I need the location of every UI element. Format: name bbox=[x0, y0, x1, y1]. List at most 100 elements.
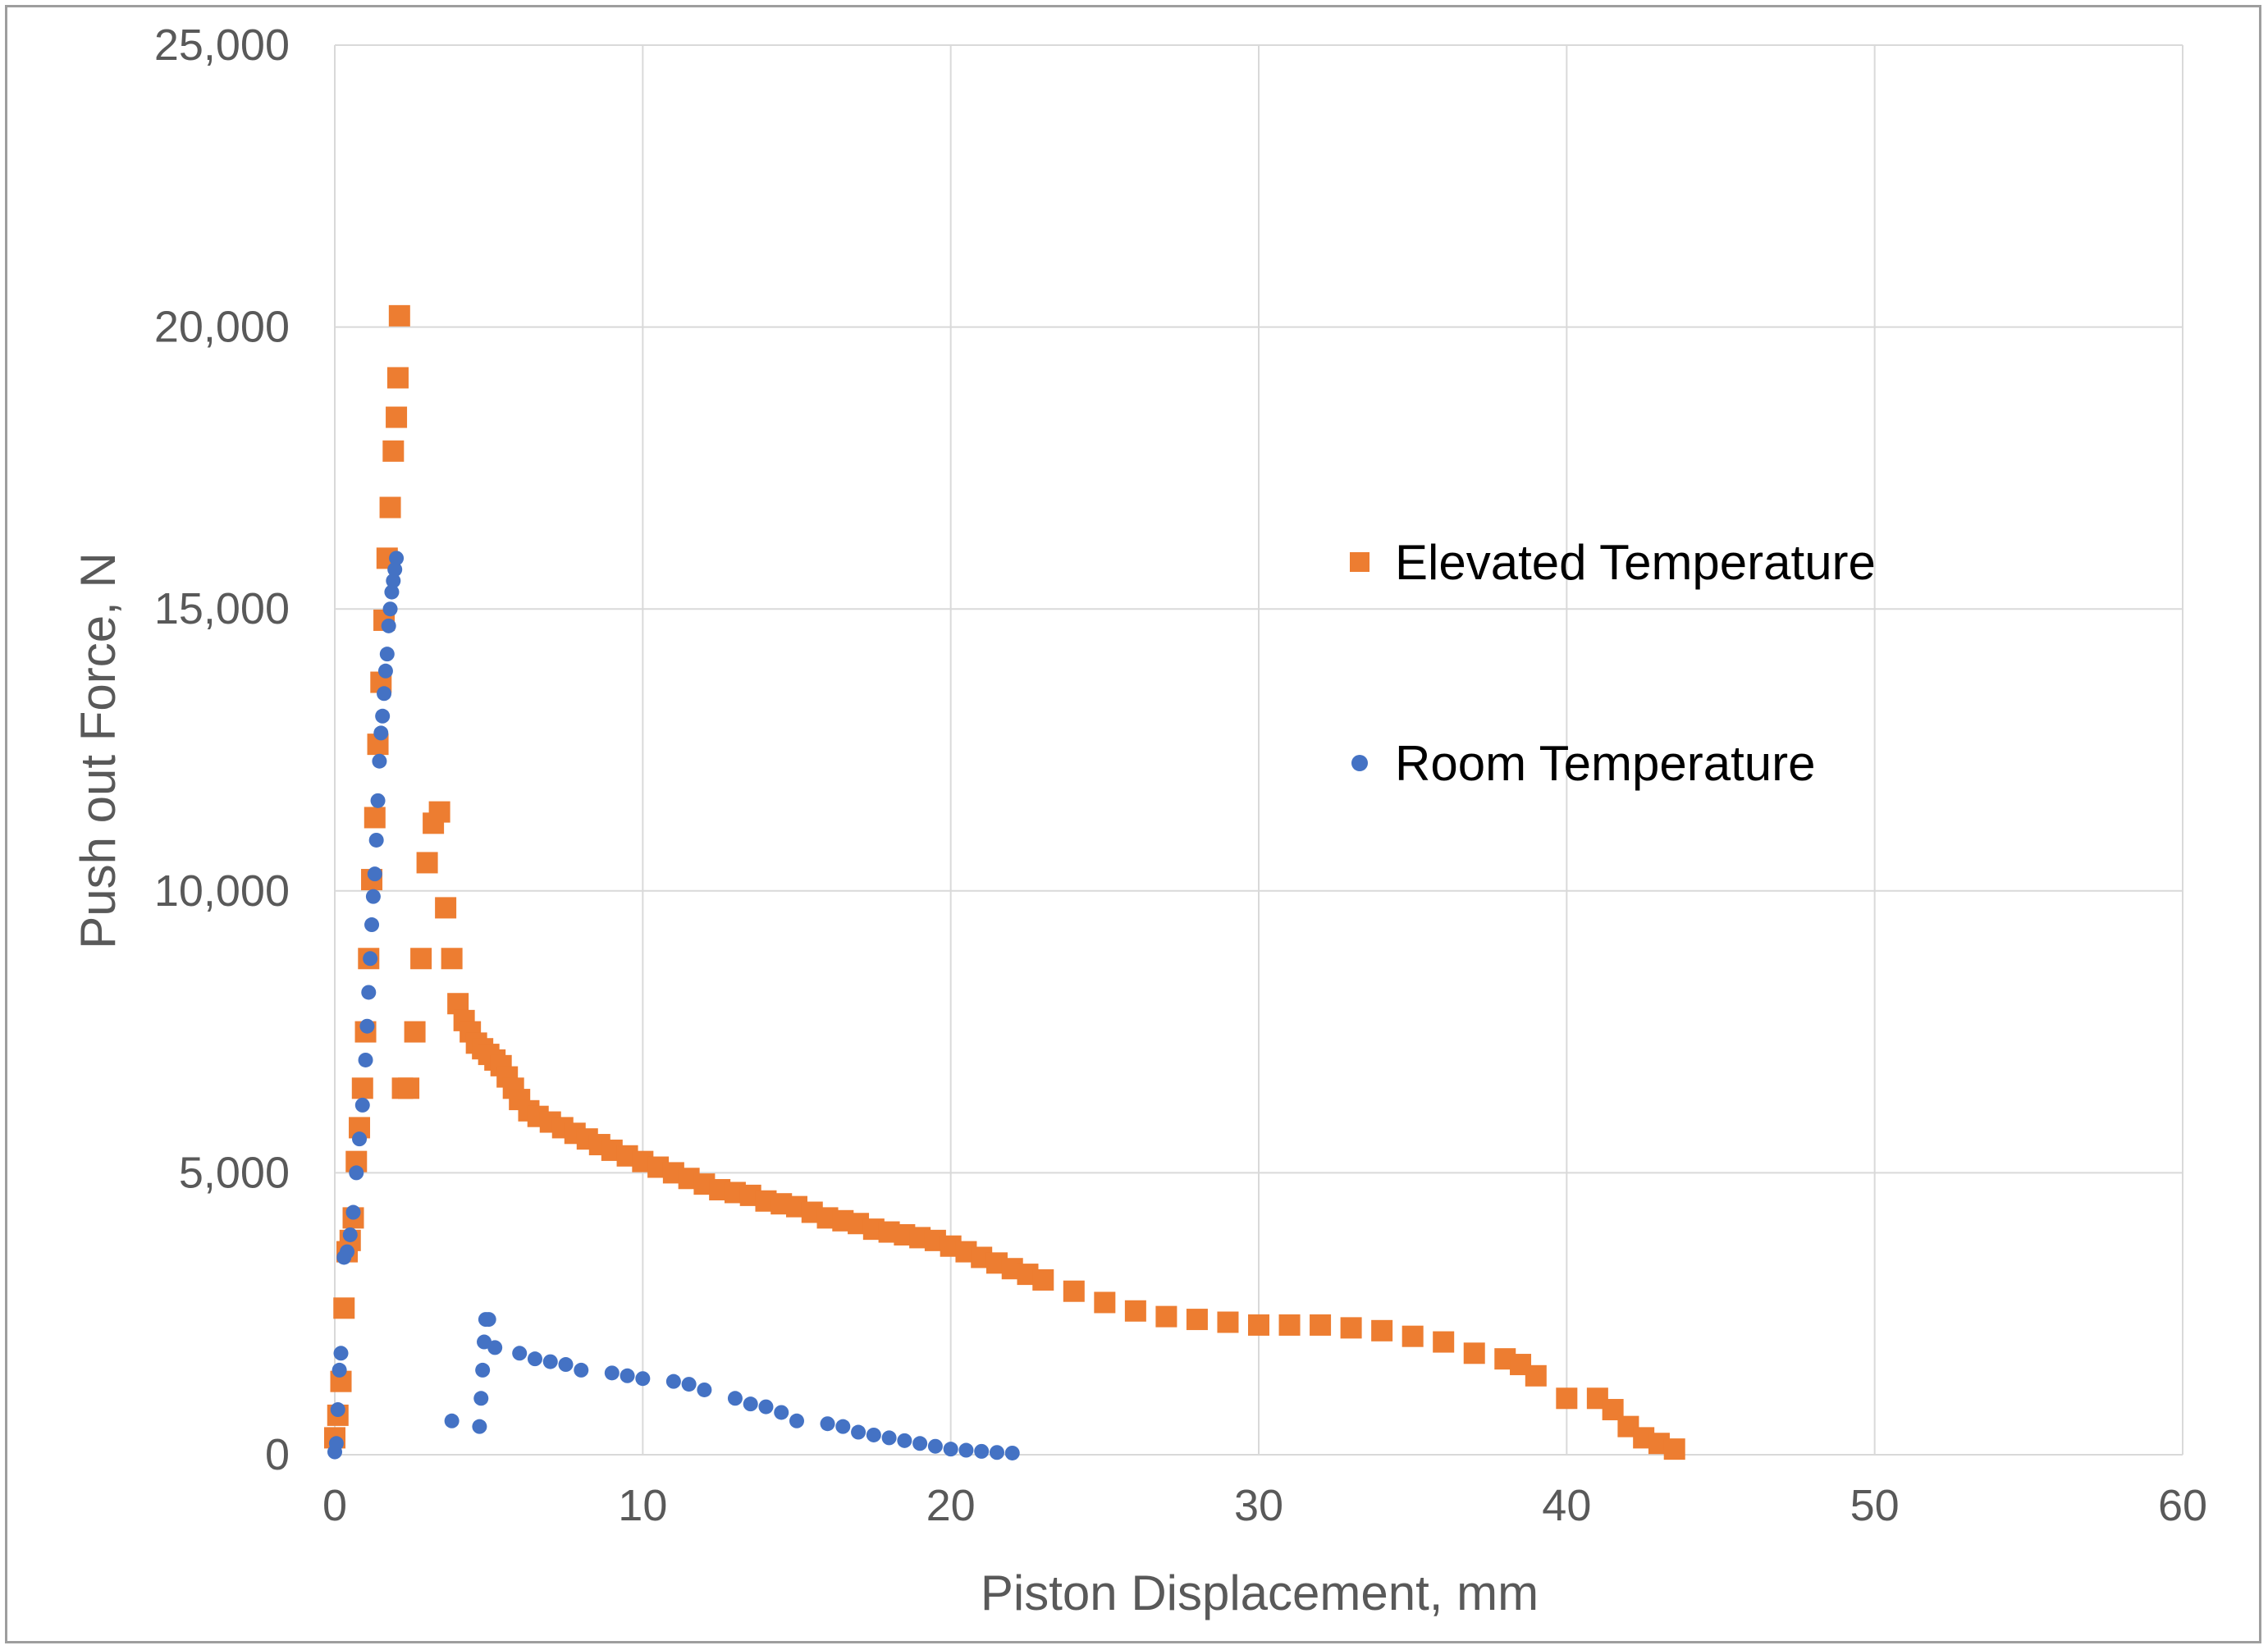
y-tick-label: 5,000 bbox=[179, 1148, 290, 1197]
room-temperature-point bbox=[359, 1018, 375, 1034]
room-temperature-point bbox=[789, 1413, 804, 1428]
room-temperature-point bbox=[897, 1433, 912, 1448]
elevated-temperature-point bbox=[1401, 1325, 1424, 1347]
gridlines bbox=[334, 44, 2183, 1456]
legend-label-room: Room Temperature bbox=[1395, 736, 1815, 791]
room-temperature-point bbox=[367, 866, 382, 882]
elevated-temperature-point bbox=[1663, 1438, 1685, 1460]
y-tick-label: 20,000 bbox=[154, 303, 290, 352]
room-temperature-point bbox=[727, 1391, 743, 1406]
elevated-temperature-point bbox=[386, 367, 409, 389]
room-temperature-point bbox=[512, 1346, 528, 1361]
room-temperature-point bbox=[381, 618, 396, 633]
room-temperature-point bbox=[927, 1438, 943, 1454]
elevated-temperature-point bbox=[398, 1077, 420, 1099]
room-temperature-point bbox=[774, 1405, 789, 1420]
room-temperature-point bbox=[472, 1419, 487, 1434]
elevated-temperature-point bbox=[386, 406, 408, 428]
room-temperature-point bbox=[487, 1340, 503, 1355]
elevated-temperature-point bbox=[1433, 1331, 1455, 1353]
y-tick-label: 25,000 bbox=[154, 21, 290, 70]
elevated-temperature-point bbox=[1371, 1319, 1393, 1341]
elevated-temperature-point bbox=[388, 304, 410, 327]
legend: Elevated Temperature Room Temperature bbox=[1350, 535, 1876, 791]
elevated-temperature-point bbox=[1094, 1291, 1116, 1314]
room-temperature-point bbox=[912, 1436, 928, 1451]
room-temperature-point bbox=[368, 832, 384, 848]
room-temperature-point bbox=[475, 1362, 491, 1378]
elevated-temperature-point bbox=[416, 852, 438, 874]
elevated-temperature-point bbox=[351, 1077, 373, 1099]
elevated-temperature-point bbox=[1278, 1314, 1301, 1336]
room-temperature-point bbox=[387, 562, 403, 578]
x-tick-label: 40 bbox=[1542, 1481, 1591, 1530]
elevated-temperature-point bbox=[1463, 1342, 1485, 1364]
legend-marker-elevated bbox=[1350, 552, 1369, 572]
room-temperature-point bbox=[389, 551, 405, 566]
room-temperature-point bbox=[340, 1244, 355, 1259]
series-layer bbox=[324, 304, 1685, 1460]
room-temperature-point bbox=[382, 601, 398, 617]
x-tick-label: 30 bbox=[1234, 1481, 1283, 1530]
room-temperature-point bbox=[352, 1131, 368, 1147]
series-elevated-temperature bbox=[324, 304, 1685, 1460]
y-tick-label: 0 bbox=[265, 1430, 290, 1479]
room-temperature-point bbox=[354, 1097, 370, 1113]
room-temperature-point bbox=[377, 663, 393, 679]
room-temperature-point bbox=[620, 1368, 635, 1383]
room-temperature-point bbox=[866, 1427, 881, 1442]
room-temperature-point bbox=[444, 1413, 460, 1428]
elevated-temperature-point bbox=[1556, 1387, 1578, 1410]
room-temperature-point bbox=[364, 917, 380, 933]
elevated-temperature-point bbox=[1186, 1309, 1208, 1331]
room-temperature-point bbox=[332, 1362, 347, 1378]
room-temperature-point bbox=[574, 1362, 589, 1378]
room-temperature-point bbox=[881, 1430, 897, 1446]
room-temperature-point bbox=[974, 1443, 990, 1459]
room-temperature-point bbox=[527, 1351, 542, 1367]
elevated-temperature-point bbox=[1525, 1364, 1547, 1387]
elevated-temperature-point bbox=[428, 801, 450, 823]
x-axis-ticks: 0 10 20 30 40 50 60 bbox=[322, 1481, 2207, 1530]
room-temperature-point bbox=[373, 725, 389, 741]
y-axis-title: Push out Force, N bbox=[71, 552, 126, 949]
room-temperature-point bbox=[372, 753, 387, 769]
elevated-temperature-point bbox=[333, 1297, 355, 1319]
series-room-temperature bbox=[327, 551, 1020, 1460]
elevated-temperature-point bbox=[1310, 1314, 1332, 1336]
x-tick-label: 50 bbox=[1850, 1481, 1900, 1530]
elevated-temperature-point bbox=[1248, 1314, 1269, 1336]
room-temperature-point bbox=[989, 1445, 1004, 1460]
room-temperature-point bbox=[361, 985, 377, 1000]
x-tick-label: 60 bbox=[2158, 1481, 2207, 1530]
room-temperature-point bbox=[665, 1373, 681, 1389]
elevated-temperature-point bbox=[1032, 1268, 1054, 1291]
room-temperature-point bbox=[345, 1204, 361, 1220]
room-temperature-point bbox=[333, 1346, 349, 1361]
x-tick-label: 0 bbox=[322, 1481, 347, 1530]
room-temperature-point bbox=[851, 1424, 867, 1440]
elevated-temperature-point bbox=[404, 1021, 426, 1043]
legend-marker-room bbox=[1351, 755, 1368, 771]
room-temperature-point bbox=[758, 1399, 774, 1415]
room-temperature-point bbox=[1004, 1445, 1020, 1460]
room-temperature-point bbox=[604, 1365, 620, 1381]
room-temperature-point bbox=[820, 1416, 835, 1432]
room-temperature-point bbox=[349, 1165, 364, 1181]
room-temperature-point bbox=[330, 1402, 345, 1418]
elevated-temperature-point bbox=[1155, 1305, 1177, 1328]
x-tick-label: 10 bbox=[618, 1481, 667, 1530]
y-axis-ticks: 0 5,000 10,000 15,000 20,000 25,000 bbox=[154, 21, 290, 1479]
elevated-temperature-point bbox=[1340, 1317, 1362, 1339]
room-temperature-point bbox=[558, 1357, 574, 1373]
room-temperature-point bbox=[377, 686, 392, 702]
elevated-temperature-point bbox=[441, 948, 463, 970]
room-temperature-point bbox=[943, 1442, 958, 1457]
room-temperature-point bbox=[358, 1052, 373, 1067]
room-temperature-point bbox=[743, 1396, 758, 1412]
x-axis-title: Piston Displacement, mm bbox=[981, 1565, 1539, 1620]
room-temperature-point bbox=[481, 1312, 496, 1328]
elevated-temperature-point bbox=[410, 948, 432, 970]
room-temperature-point bbox=[635, 1371, 651, 1387]
